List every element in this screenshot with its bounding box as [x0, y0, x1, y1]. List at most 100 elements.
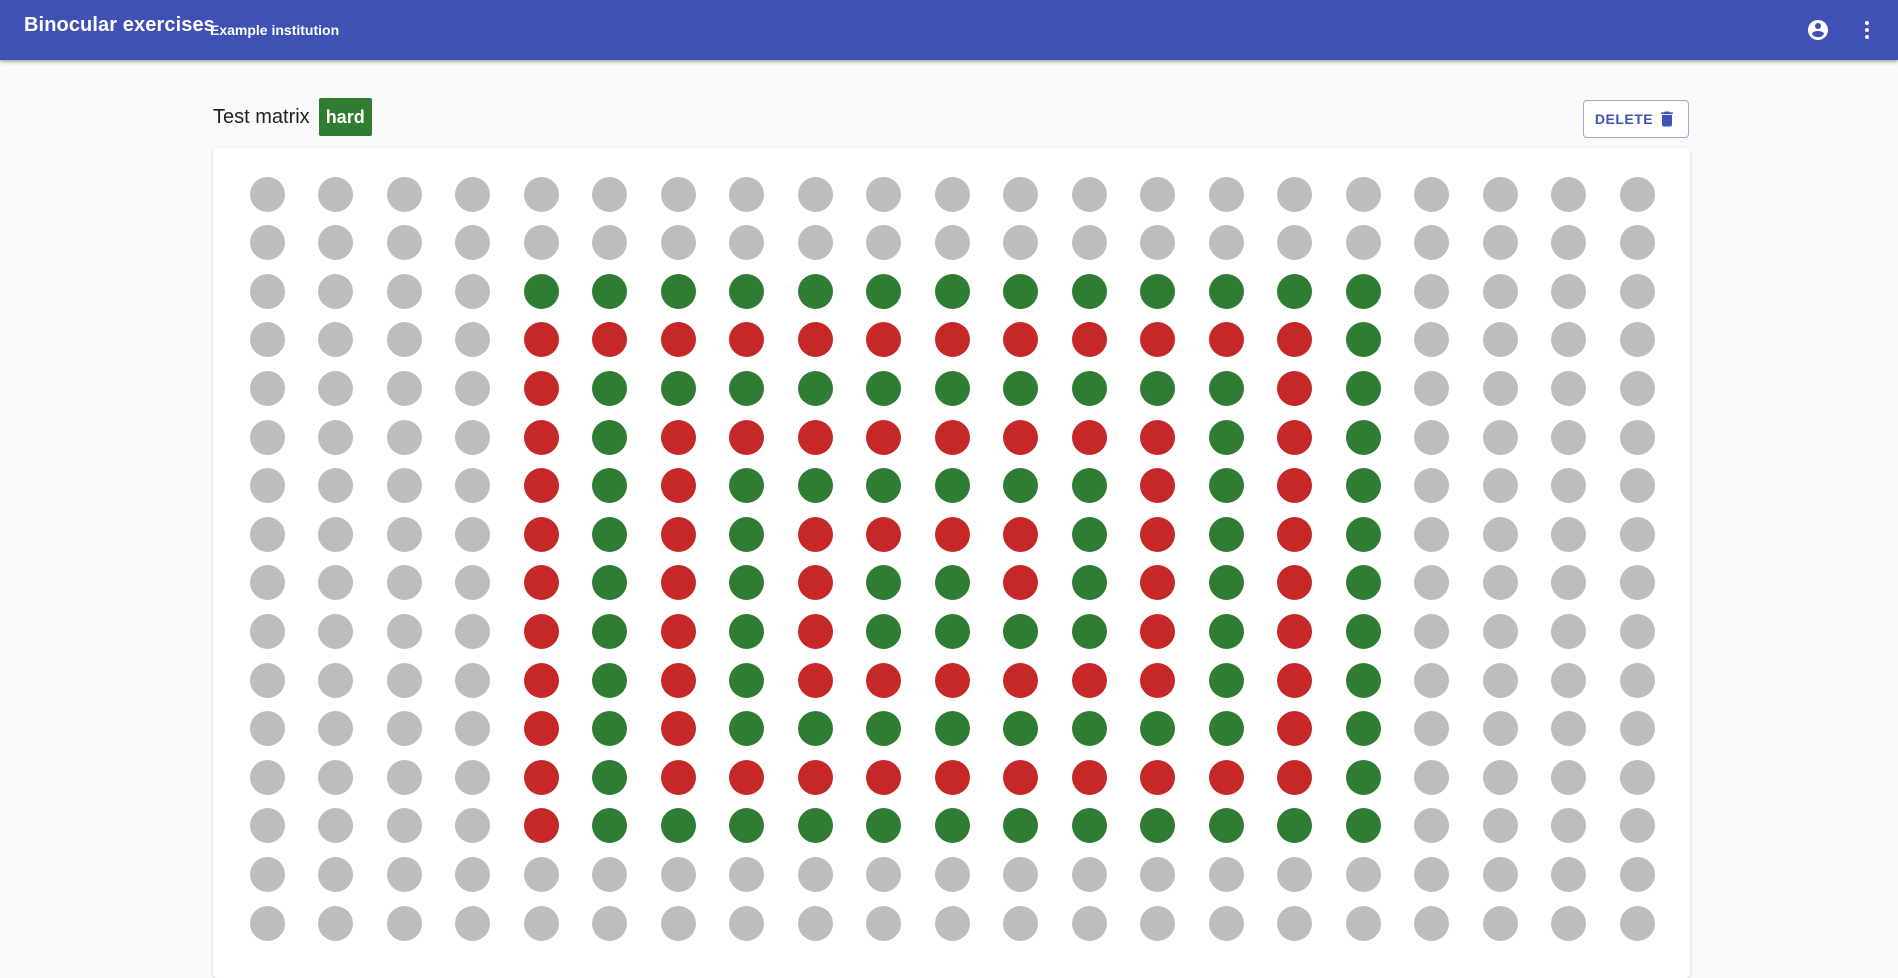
matrix-dot-green[interactable] — [1140, 808, 1175, 844]
matrix-dot-green[interactable] — [1071, 808, 1107, 844]
matrix-dot-green[interactable] — [1208, 419, 1244, 455]
matrix-dot-neutral[interactable] — [660, 905, 696, 941]
matrix-dot-green[interactable] — [866, 468, 901, 504]
matrix-dot-neutral[interactable] — [1482, 322, 1518, 358]
matrix-dot-green[interactable] — [1003, 468, 1038, 504]
matrix-dot-neutral[interactable] — [386, 808, 422, 844]
matrix-dot-neutral[interactable] — [386, 419, 422, 455]
matrix-dot-neutral[interactable] — [1619, 711, 1655, 747]
matrix-dot-neutral[interactable] — [523, 225, 559, 261]
matrix-dot-red[interactable] — [866, 322, 901, 358]
matrix-dot-green[interactable] — [1345, 808, 1381, 844]
matrix-dot-neutral[interactable] — [455, 370, 490, 406]
matrix-dot-red[interactable] — [1277, 370, 1312, 406]
matrix-dot-red[interactable] — [523, 468, 559, 504]
matrix-dot-green[interactable] — [1140, 370, 1175, 406]
matrix-dot-neutral[interactable] — [1208, 225, 1244, 261]
matrix-dot-neutral[interactable] — [386, 322, 422, 358]
matrix-dot-red[interactable] — [1277, 662, 1312, 698]
matrix-dot-neutral[interactable] — [1619, 176, 1655, 212]
matrix-dot-red[interactable] — [1140, 419, 1175, 455]
matrix-dot-neutral[interactable] — [386, 468, 422, 504]
matrix-dot-red[interactable] — [1003, 516, 1038, 552]
matrix-dot-neutral[interactable] — [1277, 905, 1312, 941]
matrix-dot-red[interactable] — [660, 419, 696, 455]
matrix-dot-neutral[interactable] — [1345, 176, 1381, 212]
matrix-dot-neutral[interactable] — [1003, 856, 1038, 892]
matrix-dot-neutral[interactable] — [1414, 370, 1449, 406]
matrix-dot-red[interactable] — [1003, 322, 1038, 358]
matrix-dot-neutral[interactable] — [934, 856, 970, 892]
matrix-dot-green[interactable] — [1208, 662, 1244, 698]
matrix-dot-red[interactable] — [1277, 759, 1312, 795]
matrix-dot-red[interactable] — [592, 322, 627, 358]
matrix-dot-neutral[interactable] — [660, 856, 696, 892]
matrix-dot-neutral[interactable] — [934, 176, 970, 212]
matrix-dot-green[interactable] — [1345, 613, 1381, 649]
matrix-dot-neutral[interactable] — [592, 225, 627, 261]
matrix-dot-green[interactable] — [592, 565, 627, 601]
matrix-dot-green[interactable] — [866, 613, 901, 649]
matrix-dot-neutral[interactable] — [1414, 468, 1449, 504]
matrix-dot-neutral[interactable] — [1551, 225, 1586, 261]
matrix-dot-red[interactable] — [523, 565, 559, 601]
matrix-dot-green[interactable] — [592, 419, 627, 455]
matrix-dot-green[interactable] — [1345, 273, 1381, 309]
matrix-dot-neutral[interactable] — [592, 176, 627, 212]
matrix-dot-red[interactable] — [1277, 419, 1312, 455]
matrix-dot-red[interactable] — [660, 516, 696, 552]
matrix-dot-red[interactable] — [934, 419, 970, 455]
matrix-dot-red[interactable] — [729, 322, 764, 358]
matrix-dot-green[interactable] — [1140, 273, 1175, 309]
matrix-dot-red[interactable] — [660, 468, 696, 504]
matrix-dot-red[interactable] — [1071, 662, 1107, 698]
matrix-dot-green[interactable] — [1277, 273, 1312, 309]
matrix-dot-neutral[interactable] — [249, 516, 285, 552]
matrix-dot-red[interactable] — [1140, 516, 1175, 552]
matrix-dot-red[interactable] — [1071, 419, 1107, 455]
matrix-dot-neutral[interactable] — [1482, 613, 1518, 649]
matrix-dot-green[interactable] — [1208, 516, 1244, 552]
matrix-dot-green[interactable] — [592, 662, 627, 698]
matrix-dot-red[interactable] — [1277, 565, 1312, 601]
matrix-dot-green[interactable] — [1003, 273, 1038, 309]
matrix-dot-neutral[interactable] — [455, 759, 490, 795]
matrix-dot-neutral[interactable] — [318, 322, 353, 358]
matrix-dot-neutral[interactable] — [455, 711, 490, 747]
matrix-dot-neutral[interactable] — [386, 905, 422, 941]
matrix-dot-neutral[interactable] — [523, 905, 559, 941]
more-options-button[interactable] — [1847, 10, 1887, 50]
matrix-dot-neutral[interactable] — [1277, 856, 1312, 892]
matrix-dot-green[interactable] — [934, 711, 970, 747]
matrix-dot-green[interactable] — [592, 613, 627, 649]
matrix-dot-neutral[interactable] — [318, 565, 353, 601]
matrix-dot-red[interactable] — [866, 662, 901, 698]
matrix-dot-neutral[interactable] — [1414, 711, 1449, 747]
matrix-dot-green[interactable] — [797, 711, 833, 747]
matrix-dot-red[interactable] — [1140, 468, 1175, 504]
matrix-dot-green[interactable] — [934, 613, 970, 649]
matrix-dot-neutral[interactable] — [249, 759, 285, 795]
matrix-dot-neutral[interactable] — [1551, 322, 1586, 358]
matrix-dot-red[interactable] — [1071, 322, 1107, 358]
matrix-dot-green[interactable] — [729, 273, 764, 309]
matrix-dot-red[interactable] — [797, 662, 833, 698]
matrix-dot-neutral[interactable] — [1414, 856, 1449, 892]
matrix-dot-neutral[interactable] — [1003, 176, 1038, 212]
matrix-dot-neutral[interactable] — [1551, 419, 1586, 455]
matrix-dot-neutral[interactable] — [1619, 370, 1655, 406]
matrix-dot-neutral[interactable] — [1551, 711, 1586, 747]
matrix-dot-green[interactable] — [1277, 808, 1312, 844]
matrix-dot-neutral[interactable] — [318, 176, 353, 212]
matrix-dot-red[interactable] — [523, 322, 559, 358]
matrix-dot-neutral[interactable] — [249, 273, 285, 309]
matrix-dot-red[interactable] — [523, 613, 559, 649]
matrix-dot-green[interactable] — [1208, 370, 1244, 406]
matrix-dot-neutral[interactable] — [1003, 225, 1038, 261]
matrix-dot-neutral[interactable] — [318, 225, 353, 261]
matrix-dot-neutral[interactable] — [249, 905, 285, 941]
matrix-dot-red[interactable] — [1140, 613, 1175, 649]
matrix-dot-neutral[interactable] — [1619, 419, 1655, 455]
matrix-dot-neutral[interactable] — [1482, 759, 1518, 795]
matrix-dot-neutral[interactable] — [1277, 176, 1312, 212]
